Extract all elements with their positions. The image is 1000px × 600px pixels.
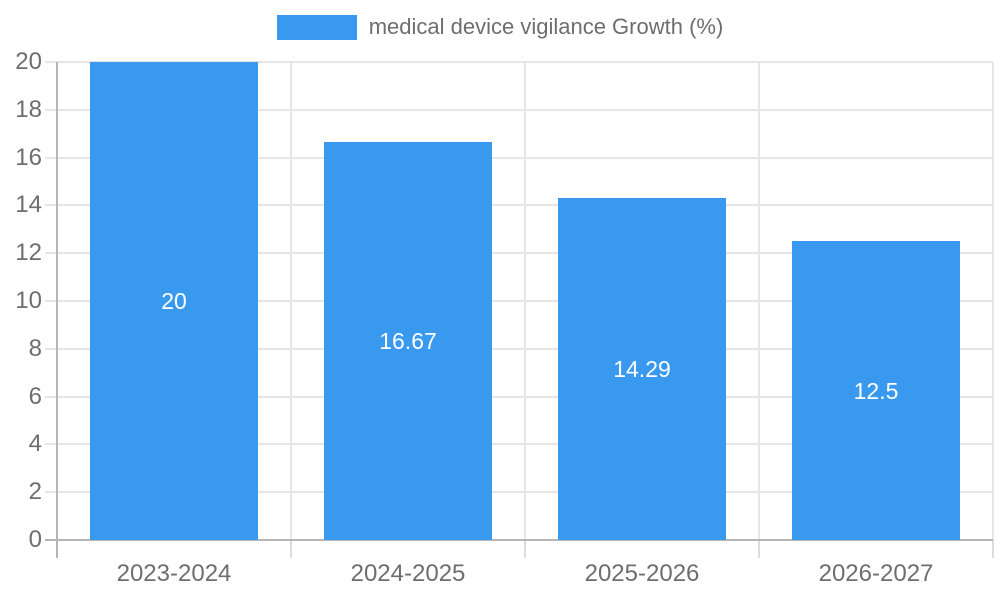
x-tick-mark [758, 540, 760, 558]
y-tick-label: 12 [15, 239, 42, 267]
y-tick-label: 4 [28, 430, 42, 458]
y-tick-mark [45, 300, 57, 302]
y-tick-label: 14 [15, 191, 42, 219]
y-tick-mark [45, 204, 57, 207]
y-tick-mark [45, 61, 57, 63]
bar-value-label: 20 [161, 288, 187, 314]
chart-legend: medical device vigilance Growth (%) [0, 14, 1000, 40]
bar-2026-2027 [792, 241, 960, 540]
y-tick-mark [45, 252, 57, 255]
y-tick-mark [45, 108, 57, 111]
y-tick-label: 16 [15, 143, 42, 171]
bar-2023-2024 [90, 62, 258, 540]
y-tick-mark [45, 395, 57, 398]
bar-value-label: 16.67 [379, 327, 437, 354]
bar-value-label: 12.5 [853, 377, 899, 404]
legend-swatch-icon [276, 14, 357, 40]
y-tick-mark [45, 156, 57, 159]
bar-2024-2025 [324, 141, 492, 540]
bar-2025-2026 [558, 198, 726, 540]
x-gridline [290, 62, 292, 540]
y-tick-label: 8 [28, 334, 42, 362]
x-gridline [524, 62, 526, 540]
x-tick-mark [290, 540, 292, 558]
y-tick-label: 6 [28, 382, 42, 410]
x-tick-label: 2025-2026 [584, 560, 700, 587]
y-tick-mark [45, 347, 57, 350]
y-tick-label: 10 [15, 287, 42, 314]
y-axis-line [56, 62, 58, 558]
y-tick-mark [45, 443, 57, 446]
x-tick-mark [524, 540, 526, 558]
y-tick-label: 0 [28, 526, 42, 553]
x-gridline [992, 62, 994, 540]
x-axis-line [45, 539, 993, 541]
legend-label: medical device vigilance Growth (%) [368, 14, 724, 39]
x-tick-label: 2023-2024 [116, 560, 232, 587]
x-tick-label: 2026-2027 [818, 560, 934, 587]
y-tick-label: 18 [15, 95, 42, 123]
y-tick-label: 2 [28, 478, 42, 506]
x-tick-mark [992, 540, 994, 558]
y-tick-mark [45, 491, 57, 494]
x-tick-label: 2024-2025 [350, 560, 466, 587]
x-gridline [758, 62, 760, 540]
y-tick-label: 20 [15, 48, 42, 75]
bar-value-label: 14.29 [613, 356, 671, 383]
